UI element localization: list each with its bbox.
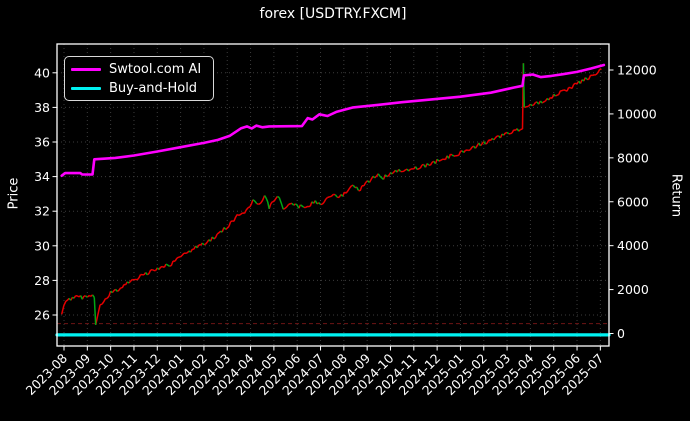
y-tick-label-right: 2000 [617, 282, 649, 297]
y-tick-label-right: 4000 [617, 238, 649, 253]
legend-item-ai: Swtool.com AI [71, 62, 205, 77]
legend-item-buyhold: Buy-and-Hold [71, 81, 205, 96]
price-series-up-segments [60, 63, 602, 326]
y-tick-label-left: 40 [34, 65, 50, 80]
price-series-down-segments [68, 63, 588, 325]
y-tick-label-right: 8000 [617, 150, 649, 165]
y-tick-label-left: 26 [34, 308, 50, 323]
legend-label-buyhold: Buy-and-Hold [109, 81, 198, 96]
ai-line [60, 63, 606, 177]
y-tick-label-right: 12000 [617, 63, 657, 78]
y-tick-label-left: 32 [34, 204, 50, 219]
legend-label-ai: Swtool.com AI [109, 62, 202, 77]
y-tick-label-right: 0 [617, 326, 625, 341]
y-tick-label-left: 30 [34, 238, 50, 253]
y-tick-label-left: 36 [34, 135, 50, 150]
chart-title: forex [USDTRY.FXCM] [259, 6, 407, 22]
buyhold-line-swatch [71, 86, 101, 91]
y-tick-label-right: 6000 [617, 194, 649, 209]
y-tick-label-left: 38 [34, 100, 50, 115]
legend: Swtool.com AI Buy-and-Hold [64, 56, 214, 101]
y-tick-label-left: 34 [34, 169, 50, 184]
ai-line-swatch [71, 67, 101, 72]
y-tick-label-right: 10000 [617, 106, 657, 121]
axes-frame [56, 43, 610, 347]
y-tick-label-left: 28 [34, 273, 50, 288]
